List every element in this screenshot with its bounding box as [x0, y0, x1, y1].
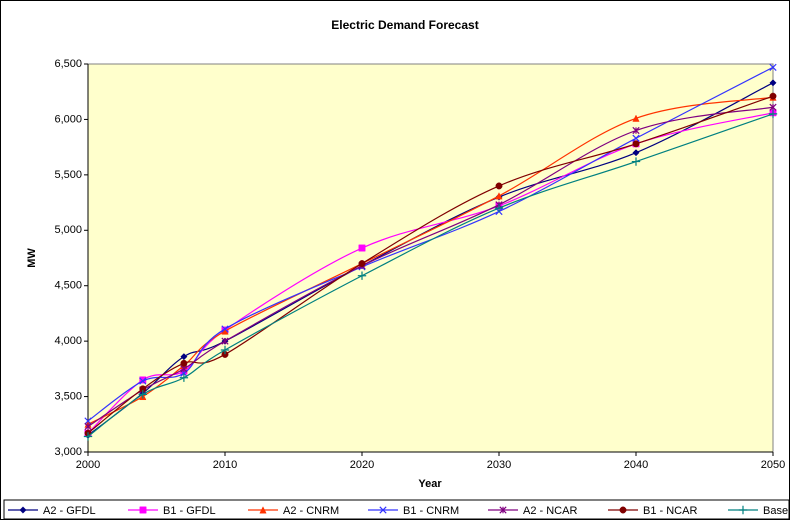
y-tick-label: 3,000 — [54, 446, 82, 458]
marker — [631, 157, 641, 166]
legend-marker — [738, 505, 748, 515]
chart-title: Electric Demand Forecast — [331, 18, 478, 32]
marker — [768, 109, 778, 119]
marker — [221, 351, 229, 358]
y-axis-title: MW — [26, 248, 38, 268]
marker — [495, 182, 503, 190]
y-tick-label: 4,500 — [54, 280, 82, 292]
legend-label: B1 - NCAR — [643, 505, 697, 517]
x-axis-title: Year — [418, 478, 442, 490]
marker — [632, 140, 640, 148]
x-tick-label: 2040 — [624, 459, 648, 471]
y-tick-label: 5,000 — [54, 224, 82, 236]
marker — [139, 377, 147, 385]
marker — [221, 325, 229, 333]
marker — [769, 79, 777, 87]
y-tick-label: 3,500 — [54, 390, 82, 402]
marker — [139, 385, 147, 393]
marker — [769, 63, 777, 71]
marker — [357, 271, 367, 280]
marker — [220, 345, 230, 355]
legend-label: A2 - GFDL — [43, 505, 96, 517]
marker — [84, 417, 92, 425]
marker — [495, 192, 503, 200]
marker — [138, 390, 147, 399]
legend-marker — [499, 506, 507, 514]
plot-area — [87, 63, 774, 453]
marker — [84, 422, 92, 431]
marker — [494, 203, 504, 213]
marker — [632, 126, 640, 135]
legend-marker — [19, 506, 27, 514]
marker — [83, 432, 93, 441]
legend-label: B1 - GFDL — [163, 505, 216, 517]
x-tick-label: 2030 — [487, 459, 511, 471]
marker — [179, 373, 189, 382]
marker — [632, 149, 640, 157]
marker — [632, 114, 640, 122]
x-tick-label: 2020 — [350, 459, 374, 471]
marker — [180, 359, 188, 367]
marker — [769, 103, 777, 111]
x-tick-label: 2010 — [213, 459, 237, 471]
legend-marker — [619, 506, 627, 514]
y-tick-label: 6,500 — [54, 58, 82, 70]
y-tick-label: 4,000 — [54, 335, 82, 347]
legend-label: A2 - NCAR — [523, 505, 577, 517]
legend-marker — [259, 506, 267, 514]
legend-marker — [139, 506, 147, 514]
x-tick-label: 2050 — [761, 459, 785, 471]
marker — [358, 260, 366, 267]
x-tick-label: 2000 — [76, 459, 100, 471]
marker — [358, 244, 366, 252]
legend-label: Base — [763, 505, 788, 517]
y-tick-label: 5,500 — [54, 169, 82, 181]
y-tick-label: 6,000 — [54, 113, 82, 125]
marker — [221, 337, 229, 345]
marker — [769, 92, 777, 100]
legend-label: B1 - CNRM — [403, 505, 459, 517]
legend-label: A2 - CNRM — [283, 505, 339, 517]
marker — [632, 134, 640, 142]
legend-marker — [379, 506, 387, 514]
